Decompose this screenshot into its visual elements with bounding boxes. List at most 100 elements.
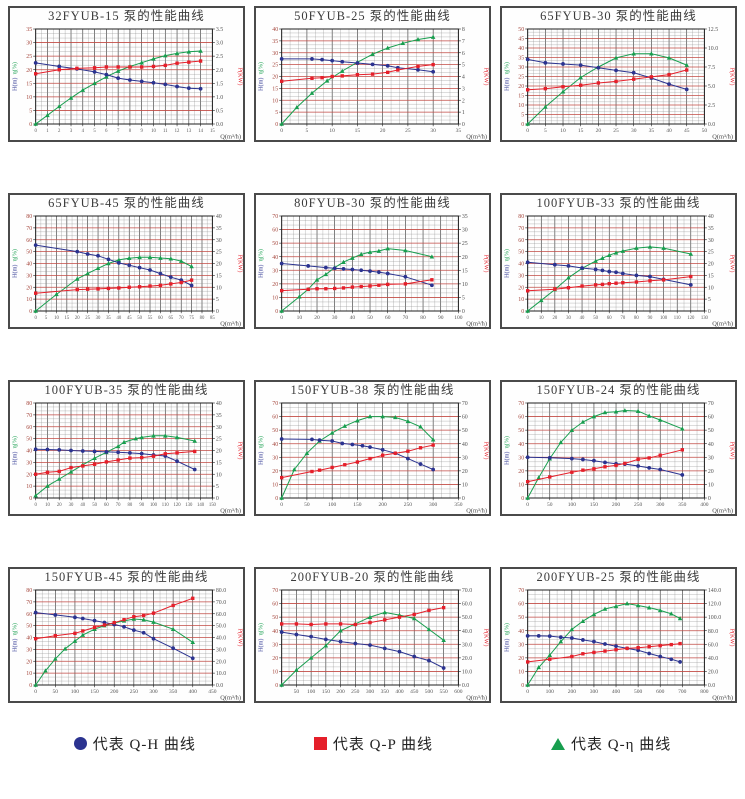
- svg-text:70: 70: [26, 600, 32, 606]
- svg-text:0.5: 0.5: [216, 109, 223, 115]
- svg-text:200: 200: [612, 502, 620, 508]
- legend-label-qeta: 代表 Q-η 曲线: [571, 737, 672, 753]
- svg-text:0: 0: [34, 129, 37, 134]
- svg-text:200: 200: [568, 689, 576, 695]
- svg-text:25: 25: [216, 437, 222, 443]
- svg-text:100: 100: [568, 502, 576, 508]
- svg-text:60: 60: [26, 612, 32, 618]
- chart-title: 150FYUB-24 泵的性能曲线: [536, 383, 701, 397]
- svg-text:5: 5: [216, 297, 219, 303]
- svg-text:35: 35: [518, 56, 524, 62]
- right-axis-caption: P(KW): [237, 629, 243, 647]
- svg-text:150: 150: [322, 689, 330, 695]
- svg-text:25: 25: [613, 128, 619, 134]
- svg-text:350: 350: [678, 502, 686, 508]
- svg-text:10: 10: [329, 128, 335, 134]
- svg-text:80.0: 80.0: [708, 629, 718, 635]
- svg-text:50: 50: [367, 315, 373, 321]
- svg-text:40: 40: [462, 442, 468, 448]
- svg-text:20: 20: [596, 128, 602, 134]
- curve-qp: [281, 607, 444, 626]
- svg-text:400: 400: [395, 689, 403, 695]
- svg-text:700: 700: [678, 689, 686, 695]
- svg-text:60: 60: [272, 602, 278, 608]
- svg-text:30: 30: [216, 238, 222, 244]
- svg-text:30: 30: [272, 642, 278, 648]
- left-axis-caption: H(m)η(%): [257, 249, 264, 278]
- svg-text:0: 0: [216, 496, 219, 502]
- svg-text:35: 35: [708, 226, 714, 232]
- svg-text:80: 80: [26, 214, 32, 220]
- svg-text:40.0: 40.0: [216, 636, 226, 642]
- svg-text:20: 20: [708, 262, 714, 268]
- svg-text:40: 40: [708, 214, 714, 220]
- svg-text:0: 0: [521, 122, 524, 128]
- left-axis-caption: H(m)η(%): [11, 436, 18, 465]
- pump-charts-grid: 32FYUB-15 泵的性能曲线 0 5 10 15 20 25 30 35 0.0 0.5 1.0…: [8, 6, 737, 703]
- svg-text:10.0: 10.0: [462, 670, 472, 676]
- svg-text:350: 350: [381, 689, 389, 695]
- svg-text:35: 35: [216, 226, 222, 232]
- svg-text:10: 10: [518, 297, 524, 303]
- svg-text:500: 500: [425, 689, 433, 695]
- x-axis-unit-label: Q(m³/h): [712, 507, 733, 514]
- pump-chart-box: 65FYUB-45 泵的性能曲线 0 10 20 30 40 50 60 70 80 0 5 10 15…: [8, 193, 245, 329]
- svg-text:40: 40: [666, 128, 672, 134]
- svg-text:20: 20: [380, 128, 386, 134]
- svg-text:130: 130: [701, 316, 709, 321]
- svg-text:10: 10: [216, 472, 222, 478]
- svg-text:70: 70: [272, 401, 278, 407]
- left-axis-caption: H(m)η(%): [11, 623, 18, 652]
- svg-text:10: 10: [518, 670, 524, 676]
- svg-text:10: 10: [26, 671, 32, 677]
- svg-text:0: 0: [34, 689, 37, 695]
- chart-plot: 0 10 20 30 40 50 60 70 80 0 5 10 15 20 25 30 35 40 0 5 10 15 2…: [11, 214, 243, 327]
- right-axis-caption: P(KW): [483, 629, 489, 647]
- svg-text:120.0: 120.0: [708, 602, 721, 608]
- svg-text:70.0: 70.0: [216, 600, 226, 606]
- svg-text:100: 100: [328, 502, 336, 508]
- svg-text:450: 450: [208, 689, 216, 695]
- svg-text:300: 300: [590, 689, 598, 695]
- svg-text:2: 2: [58, 129, 61, 134]
- svg-text:120: 120: [174, 503, 182, 508]
- pump-chart-box: 200FYUB-25 泵的性能曲线 0 10 20 30 40 50 60 70 0.0 20.0…: [500, 567, 737, 703]
- svg-text:35: 35: [216, 413, 222, 419]
- svg-text:150: 150: [209, 503, 217, 508]
- chart-title: 80FYUB-30 泵的性能曲线: [294, 196, 451, 210]
- svg-text:60: 60: [385, 315, 391, 321]
- svg-text:30: 30: [631, 128, 637, 134]
- svg-text:90: 90: [438, 315, 444, 321]
- svg-text:30: 30: [708, 238, 714, 244]
- svg-text:50.0: 50.0: [216, 624, 226, 630]
- chart-title: 150FYUB-45 泵的性能曲线: [44, 570, 209, 584]
- pump-chart-box: 50FYUB-25 泵的性能曲线 0 5 10 15 20 25 30 35 40 0 1 2 3 4 5 6…: [254, 6, 491, 142]
- svg-text:0: 0: [521, 309, 524, 315]
- svg-text:30: 30: [430, 128, 436, 134]
- curve-qeta: [527, 409, 683, 499]
- svg-text:30: 30: [26, 273, 32, 279]
- svg-text:0: 0: [216, 309, 219, 315]
- svg-text:10: 10: [708, 483, 714, 489]
- pump-chart-box: 150FYUB-38 泵的性能曲线 0 10 20 30 40 50 60 70 0 10 20 30…: [254, 380, 491, 516]
- svg-text:3.5: 3.5: [216, 27, 223, 33]
- curve-qeta: [281, 248, 433, 312]
- svg-text:70: 70: [518, 588, 524, 594]
- svg-text:80: 80: [26, 588, 32, 594]
- svg-text:200: 200: [110, 689, 118, 695]
- curve-qh: [35, 448, 195, 470]
- svg-text:400: 400: [700, 502, 708, 508]
- svg-text:20: 20: [708, 469, 714, 475]
- svg-text:30: 30: [272, 455, 278, 461]
- svg-text:70: 70: [462, 401, 468, 407]
- svg-text:40: 40: [518, 442, 524, 448]
- svg-text:60.0: 60.0: [462, 602, 472, 608]
- svg-text:1: 1: [462, 110, 465, 116]
- curve-qh: [281, 263, 433, 286]
- svg-text:80: 80: [634, 316, 639, 321]
- qeta-triangle-marker-icon: [551, 737, 566, 750]
- curve-qp: [281, 279, 433, 292]
- svg-text:15: 15: [462, 268, 468, 274]
- svg-text:1: 1: [46, 129, 49, 134]
- svg-text:20: 20: [216, 262, 222, 268]
